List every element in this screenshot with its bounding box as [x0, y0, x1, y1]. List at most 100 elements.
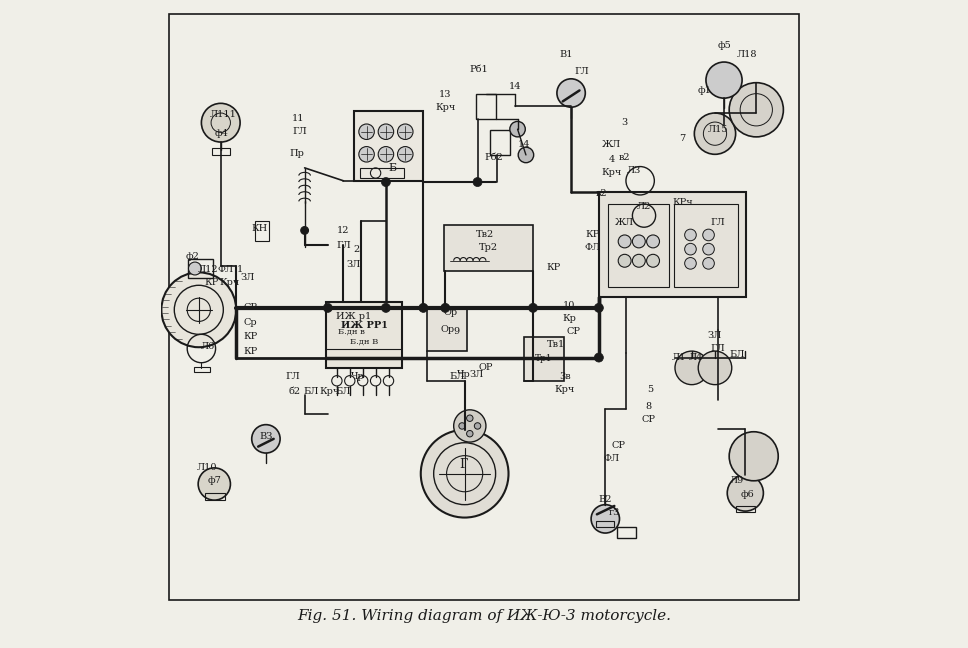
Text: Б: Б: [388, 163, 397, 173]
Text: Л10: Л10: [197, 463, 217, 472]
Text: 9: 9: [454, 327, 460, 336]
Bar: [360, 168, 404, 178]
Circle shape: [675, 351, 709, 385]
Text: ГЛ: ГЛ: [336, 241, 350, 249]
Circle shape: [381, 303, 390, 312]
Circle shape: [473, 178, 482, 187]
Text: ф5: ф5: [717, 41, 731, 50]
Text: Л15: Л15: [708, 124, 728, 133]
Text: СР: СР: [566, 327, 580, 336]
Circle shape: [440, 303, 450, 312]
Circle shape: [684, 229, 696, 241]
Text: КН: КН: [252, 224, 267, 233]
Text: Крч: Крч: [219, 277, 239, 286]
Text: ЗЛ: ЗЛ: [469, 370, 483, 379]
Circle shape: [594, 353, 603, 362]
Text: 10: 10: [563, 301, 575, 310]
Text: КР: КР: [243, 347, 257, 356]
Text: ЖЛ: ЖЛ: [615, 218, 634, 227]
Text: Л6: Л6: [200, 342, 215, 351]
Text: КР: КР: [243, 332, 257, 341]
Text: 8: 8: [646, 402, 651, 411]
Text: 11: 11: [292, 114, 304, 123]
Bar: [524, 337, 564, 381]
Bar: [617, 527, 636, 538]
Circle shape: [632, 254, 646, 267]
Text: 1: 1: [237, 264, 243, 273]
Text: Чр: Чр: [351, 373, 365, 382]
Text: 2: 2: [353, 246, 359, 254]
Text: Л1: Л1: [672, 353, 686, 362]
Circle shape: [703, 244, 714, 255]
Bar: [491, 130, 510, 155]
Text: Тв2: Тв2: [476, 231, 495, 240]
Circle shape: [647, 235, 659, 248]
Text: ГЛ: ГЛ: [711, 344, 725, 353]
Circle shape: [698, 351, 732, 385]
Circle shape: [467, 430, 473, 437]
Text: БЛ: БЛ: [729, 351, 744, 360]
Circle shape: [684, 257, 696, 269]
Text: Крч: Крч: [555, 386, 575, 395]
Bar: [255, 221, 269, 242]
Bar: [736, 506, 755, 513]
Text: ЗЛ: ЗЛ: [240, 273, 255, 282]
Text: Тв1: Тв1: [547, 340, 565, 349]
Text: Пр: Пр: [289, 148, 304, 157]
Circle shape: [619, 235, 631, 248]
Circle shape: [398, 146, 413, 162]
Circle shape: [557, 79, 586, 107]
Circle shape: [619, 254, 631, 267]
Text: Чр: Чр: [457, 370, 470, 379]
Text: ГЛ: ГЛ: [285, 373, 300, 382]
Text: б2: б2: [288, 388, 301, 396]
Circle shape: [727, 475, 764, 511]
Text: Ор: Ор: [443, 308, 458, 317]
Circle shape: [359, 146, 375, 162]
Text: Л2: Л2: [637, 202, 651, 211]
Text: Кр: Кр: [562, 314, 576, 323]
Text: 14: 14: [509, 82, 521, 91]
Circle shape: [252, 424, 280, 453]
Circle shape: [694, 113, 736, 154]
Text: Крч: Крч: [319, 388, 339, 396]
Text: 12: 12: [337, 226, 349, 235]
Text: Крч: Крч: [436, 103, 455, 112]
Text: ф2: ф2: [186, 252, 199, 260]
Text: 14: 14: [518, 140, 530, 149]
Text: ФЛ: ФЛ: [218, 264, 234, 273]
Circle shape: [421, 430, 508, 518]
Text: Ор: Ор: [440, 325, 454, 334]
Bar: [189, 259, 213, 277]
Circle shape: [323, 303, 332, 312]
Circle shape: [301, 227, 309, 235]
Circle shape: [201, 103, 240, 142]
Circle shape: [378, 146, 394, 162]
Circle shape: [359, 124, 375, 139]
Circle shape: [419, 303, 428, 312]
Text: в2: в2: [595, 189, 607, 198]
Bar: [599, 192, 746, 297]
Text: Л9: Л9: [730, 476, 744, 485]
Text: СР: СР: [611, 441, 625, 450]
Circle shape: [510, 121, 526, 137]
Text: Г: Г: [459, 458, 468, 471]
Circle shape: [591, 505, 620, 533]
Text: Тр2: Тр2: [479, 244, 499, 252]
Text: 7: 7: [680, 133, 686, 143]
Text: ф1: ф1: [698, 86, 711, 95]
Circle shape: [703, 257, 714, 269]
Text: ФЛ: ФЛ: [585, 244, 600, 252]
Text: Л111: Л111: [209, 110, 236, 119]
Text: Б.дн в: Б.дн в: [338, 328, 365, 336]
Text: Л4: Л4: [688, 353, 703, 362]
Circle shape: [459, 422, 466, 429]
Circle shape: [189, 262, 201, 275]
Text: БЛ: БЛ: [449, 373, 465, 382]
Text: 5: 5: [648, 386, 653, 395]
Text: Л18: Л18: [737, 50, 758, 59]
Text: СР: СР: [243, 303, 257, 312]
Text: КР: КР: [586, 231, 599, 240]
Text: ф6: ф6: [741, 491, 754, 500]
Text: Рб1: Рб1: [469, 65, 488, 74]
